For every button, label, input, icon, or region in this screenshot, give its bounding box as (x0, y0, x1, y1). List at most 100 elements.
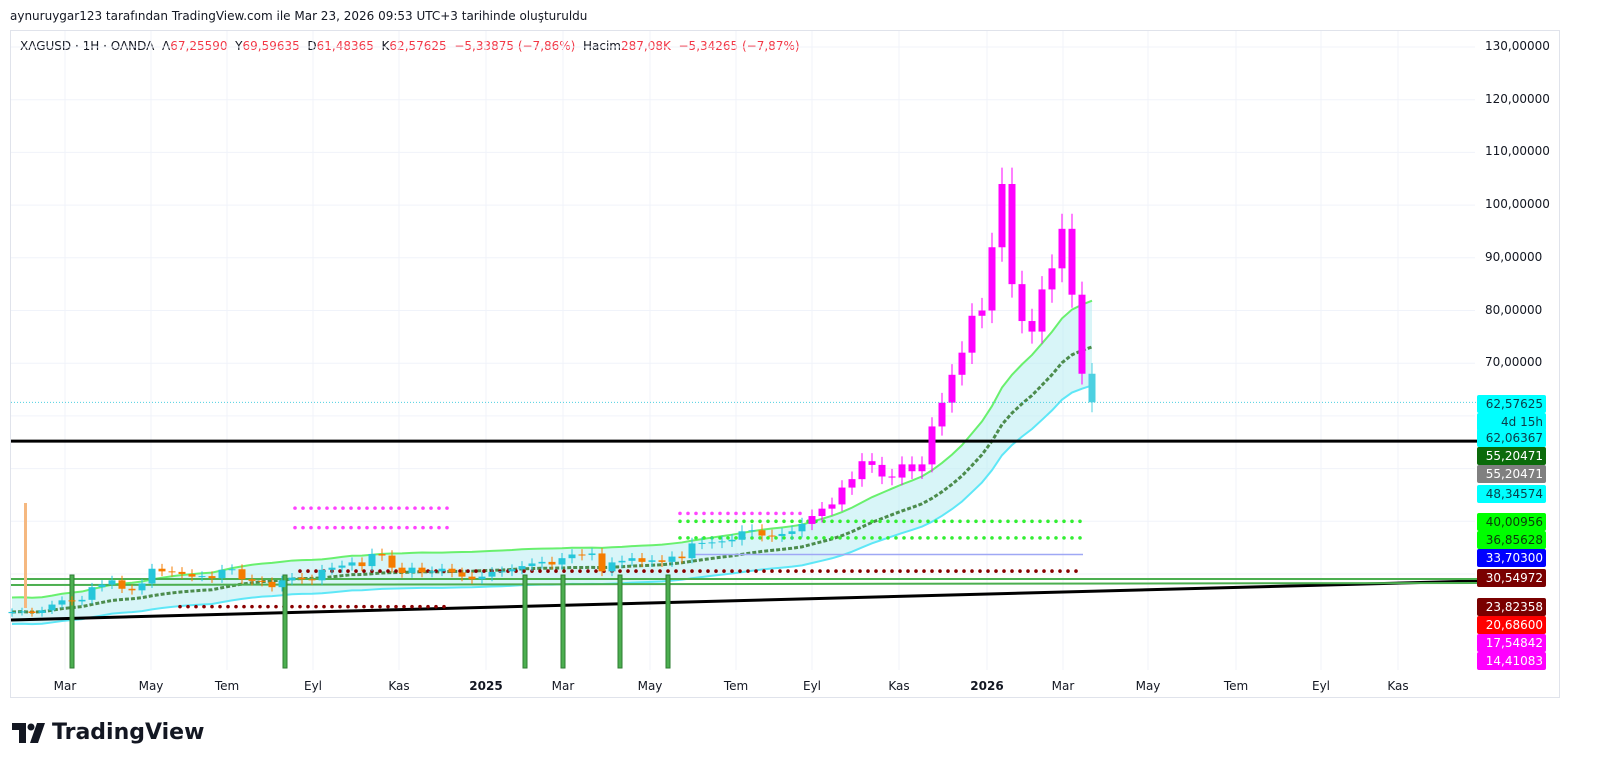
chart-credit: aynuruygar123 tarafından TradingView.com… (10, 9, 588, 23)
dotted-level (314, 604, 318, 609)
candle-body (218, 569, 226, 579)
dotted-level (970, 569, 974, 573)
price-tick: 110,00000 (1485, 144, 1550, 159)
dotted-level (362, 604, 366, 609)
candle-body (1058, 228, 1066, 269)
candle-body (868, 461, 876, 465)
time-tick: 2025 (469, 679, 503, 693)
dotted-level (902, 536, 906, 540)
candle-body (248, 579, 256, 581)
candle-body (938, 402, 946, 427)
dotted-level (702, 519, 706, 524)
high-value: 69,59635 (242, 39, 300, 53)
dotted-level (1038, 536, 1042, 540)
dotted-level (522, 569, 526, 573)
dotted-level (758, 519, 762, 524)
dotted-level (702, 536, 706, 540)
dotted-level (846, 519, 850, 524)
dotted-level (734, 511, 738, 516)
dotted-level (886, 519, 890, 524)
dotted-level (317, 506, 321, 510)
dotted-level (274, 604, 278, 609)
dotted-level (1058, 569, 1062, 573)
price-tick: 130,00000 (1485, 39, 1550, 53)
dotted-level (726, 511, 730, 516)
dotted-level (742, 511, 746, 516)
low-label: D (307, 39, 317, 53)
candle-body (758, 530, 766, 536)
candle-body (178, 571, 186, 574)
volume-label: Hacim (583, 39, 621, 53)
dotted-level (934, 519, 938, 524)
dotted-level (1006, 536, 1010, 540)
candle-body (28, 611, 36, 613)
candle-body (898, 464, 906, 478)
tradingview-logo[interactable]: TradingView (12, 720, 204, 745)
candle-body (978, 310, 986, 316)
dotted-level (394, 569, 398, 573)
volume-bar (560, 574, 566, 669)
dotted-level (1022, 536, 1026, 540)
time-tick: Kas (888, 679, 910, 693)
dotted-level (458, 569, 462, 573)
dotted-level (194, 604, 198, 609)
dotted-level (373, 506, 377, 510)
price-label: 40,00956 (1477, 513, 1546, 531)
dotted-level (918, 536, 922, 540)
candle-body (798, 523, 806, 532)
dotted-level (726, 519, 730, 524)
dotted-level (686, 519, 690, 524)
dotted-level (341, 506, 345, 510)
candle-body (58, 600, 66, 605)
dotted-level (293, 506, 297, 510)
dotted-level (394, 604, 398, 609)
candle-body (538, 561, 546, 564)
dotted-level (942, 519, 946, 524)
candle-body (848, 479, 856, 488)
dotted-level (421, 525, 425, 530)
price-label: 17,54842 (1477, 634, 1546, 652)
dotted-level (378, 604, 382, 609)
dotted-level (778, 569, 782, 573)
time-tick: 2026 (970, 679, 1004, 693)
candle-body (838, 487, 846, 505)
dotted-level (994, 569, 998, 573)
dotted-level (942, 536, 946, 540)
dotted-level (298, 569, 302, 573)
candle-body (478, 576, 486, 580)
dotted-level (442, 604, 446, 609)
price-label: 14,41083 (1477, 652, 1546, 670)
dotted-level (726, 536, 730, 540)
candle-body (878, 464, 886, 477)
dotted-level (698, 569, 702, 573)
candle-body (948, 374, 956, 403)
dotted-level (826, 569, 830, 573)
time-tick: Tem (1223, 679, 1249, 693)
candle-body (308, 579, 316, 581)
candle-body (68, 600, 76, 602)
open-value: 67,25590 (170, 39, 228, 53)
dotted-level (234, 604, 238, 609)
dotted-level (678, 511, 682, 516)
dotted-level (357, 525, 361, 530)
dotted-level (210, 604, 214, 609)
volume-bar (522, 574, 528, 669)
dotted-level (734, 536, 738, 540)
dotted-level (866, 569, 870, 573)
candle-body (428, 571, 436, 573)
candle-body (458, 572, 466, 577)
dotted-level (882, 569, 886, 573)
candle-body (108, 580, 116, 585)
dotted-level (642, 569, 646, 573)
dotted-level (317, 525, 321, 530)
dotted-level (1042, 569, 1046, 573)
open-label: A (162, 39, 171, 53)
dotted-level (998, 519, 1002, 524)
dotted-level (378, 569, 382, 573)
symbol-label[interactable]: XAGUSD · 1H · OANDA (20, 39, 155, 53)
dotted-level (666, 569, 670, 573)
dotted-level (429, 506, 433, 510)
close-label: K (381, 39, 390, 53)
dotted-level (397, 506, 401, 510)
